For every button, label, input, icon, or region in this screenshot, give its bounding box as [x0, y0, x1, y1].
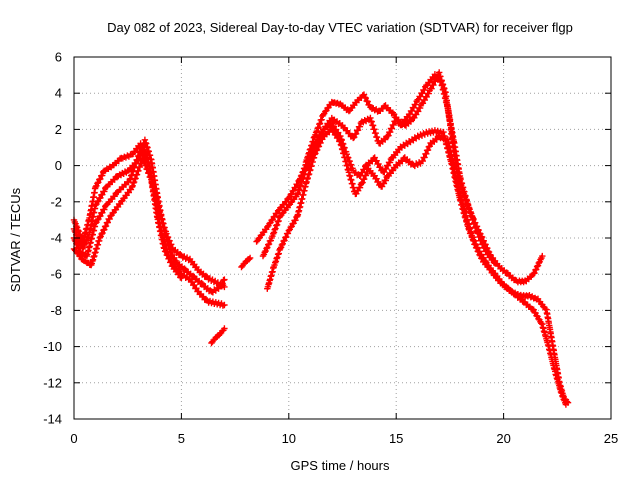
- scatter-points-track-10: [302, 71, 499, 267]
- x-tick-label: 0: [70, 431, 77, 446]
- y-tick-label: -6: [50, 267, 62, 282]
- x-tick-label: 25: [604, 431, 618, 446]
- x-tick-label: 5: [178, 431, 185, 446]
- y-tick-label: 2: [55, 122, 62, 137]
- y-axis-title: SDTVAR / TECUs: [8, 187, 23, 292]
- axis-ticks: [73, 56, 612, 420]
- x-tick-label: 15: [389, 431, 403, 446]
- y-tick-label: -2: [50, 194, 62, 209]
- axis-tick-labels: 0 5 10 15 20 25 -14 -12 -10 -8 -6 -4 -2 0 2 4 6: [43, 50, 618, 447]
- x-axis-title: GPS time / hours: [291, 458, 390, 473]
- series-track-7: [253, 69, 546, 286]
- series-track-5: [208, 325, 228, 347]
- y-tick-label: -4: [50, 231, 62, 246]
- series-layer: [70, 69, 572, 408]
- chart-title: Day 082 of 2023, Sidereal Day-to-day VTE…: [107, 20, 573, 35]
- y-tick-label: -8: [50, 303, 62, 318]
- y-tick-label: 4: [55, 86, 62, 101]
- x-tick-label: 20: [496, 431, 510, 446]
- y-tick-label: 0: [55, 158, 62, 173]
- scatter-points-track-6: [238, 254, 254, 271]
- scatter-points-track-7: [253, 69, 546, 286]
- scatter-points-track-5: [208, 325, 228, 347]
- y-tick-label: -12: [43, 375, 62, 390]
- grid: [74, 57, 611, 419]
- series-track-10: [302, 71, 499, 267]
- y-tick-label: 6: [55, 50, 62, 65]
- x-tick-label: 10: [282, 431, 296, 446]
- series-track-9: [264, 125, 570, 408]
- y-tick-label: -14: [43, 412, 62, 427]
- scatter-points-track-9: [264, 125, 570, 408]
- y-tick-label: -10: [43, 339, 62, 354]
- series-track-6: [238, 254, 254, 271]
